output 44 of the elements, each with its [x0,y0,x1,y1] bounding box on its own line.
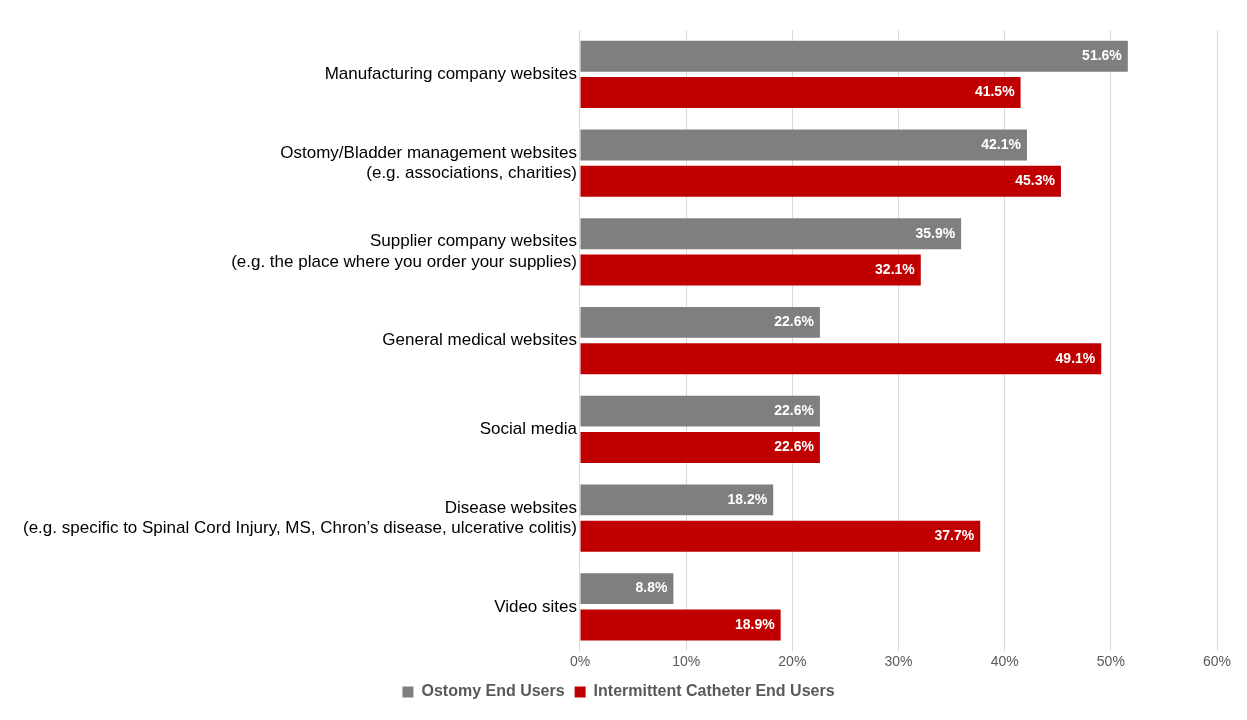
x-tick-label: 20% [778,653,807,670]
data-label: 35.9% [915,224,956,241]
data-label: 32.1% [875,260,916,277]
y-tick-label: Disease websites (e.g. specific to Spinal Cord Injury, MS, Chron’s disease, ulcerative colitis) [22,497,577,537]
bar [580,395,820,427]
bar [580,218,962,250]
y-tick-label: Social media [479,419,578,439]
legend-label: Intermittent Catheter End Users [593,682,835,700]
data-label: 22.6% [774,402,815,419]
bar [580,573,674,605]
bar [580,520,981,552]
data-label: 41.5% [974,83,1016,100]
bar [580,306,820,338]
x-tick-label: 60% [1202,653,1232,670]
bar [580,77,1021,109]
bar [580,40,1128,72]
data-label: 22.6% [774,438,815,455]
bar [580,609,781,641]
x-tick-label: 0% [569,653,591,670]
bar [580,129,1027,161]
data-label: 37.7% [934,527,975,544]
bar [580,343,1102,375]
x-tick-label: 30% [884,653,913,670]
data-label: 22.6% [774,313,815,330]
y-tick-label: Ostomy/Bladder management websites (e.g. associations, charities) [280,142,577,182]
x-tick-label: 10% [672,653,701,670]
data-label: 51.6% [1082,47,1123,64]
y-tick-label: General medical websites [382,330,577,350]
data-label: 42.1% [981,135,1022,152]
data-label: 18.9% [734,615,776,632]
bar [580,254,921,286]
data-label: 18.2% [727,490,768,507]
bar [580,432,820,463]
legend-label: Ostomy End Users [421,682,565,700]
y-tick-label: Manufacturing company websites [324,64,577,84]
y-tick-label: Supplier company websites (e.g. the place where you order your supplies) [231,231,577,271]
x-tick-label: 40% [990,653,1019,670]
data-label: 45.3% [1015,172,1056,189]
y-tick-label: Video sites [494,596,577,616]
data-label: 49.1% [1055,349,1096,366]
data-label: 8.8% [635,579,668,596]
bar [580,484,774,516]
x-tick-label: 50% [1096,653,1125,670]
bar [580,165,1061,197]
